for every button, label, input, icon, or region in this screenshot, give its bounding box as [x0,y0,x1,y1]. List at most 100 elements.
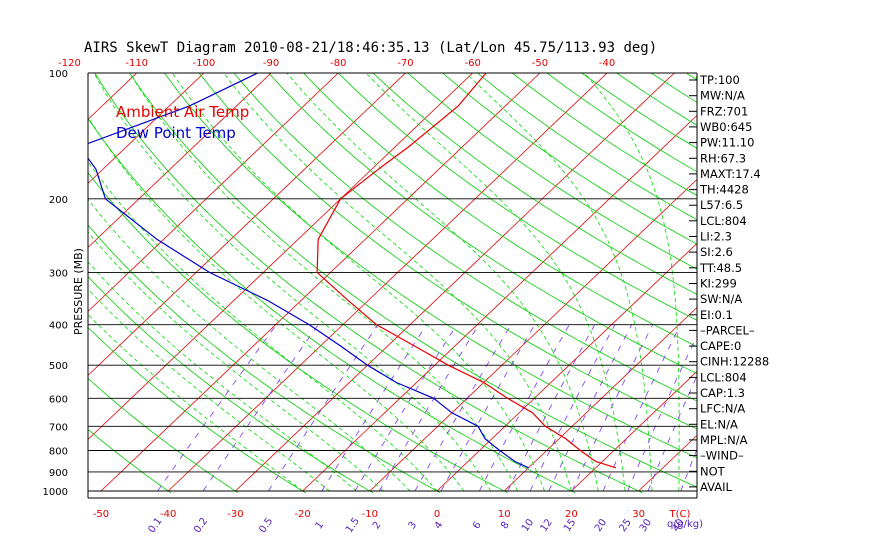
index-label: –PARCEL– [700,323,755,337]
pressure-tick-label: 500 [49,361,68,372]
dry-adiabat-line [756,73,870,493]
top-tick-label: -70 [397,58,413,69]
index-label: KI:299 [700,277,737,291]
mixing-ratio-line [529,324,616,492]
isotherm-line [571,370,697,492]
index-label: SI:2.6 [700,245,733,259]
index-label: LI:2.3 [700,230,732,244]
bottom-tick-label: -30 [227,509,243,520]
isotherm-line [100,73,541,492]
mixing-ratio-line [321,324,427,492]
isotherm-grid [0,73,697,492]
dry-adiabat-line [88,224,441,494]
dew-point-line [88,73,529,469]
index-label: SW:N/A [700,292,742,306]
dry-adiabat-line [303,73,697,348]
index-label: CAP:1.3 [700,386,745,400]
index-label: EL:N/A [700,417,738,431]
moist-adiabat-line [286,73,599,492]
temperature-unit-label: T(C) [669,509,691,520]
index-label: LCL:804 [700,370,747,384]
moist-adiabat-line [93,73,492,492]
index-label: WB0:645 [700,120,752,134]
dry-adiabat-line [129,73,697,488]
moist-adiabat-line [88,160,438,492]
mixing-ratio-tick-label: 1.5 [344,516,362,535]
isotherm-line [0,73,2,491]
index-label: CAPE:0 [700,339,741,353]
plot-frame [87,72,698,499]
legend-dew-point: Dew Point Temp [116,124,236,142]
mixing-ratio-tick-label: 20 [593,517,609,534]
isotherm-line [88,73,272,248]
mixing-ratio-tick-label: 8 [499,520,512,532]
top-tick-label: -90 [263,58,279,69]
dry-adiabat-line [442,73,697,245]
moist-adiabat-line [88,261,357,492]
mixing-ratio-tick-label: 2 [371,520,384,532]
index-label: TP:100 [699,73,740,87]
chart-title: AIRS SkewT Diagram 2010-08-21/18:46:35.1… [84,40,657,56]
mixing-ratio-tick-label: 4 [433,520,446,532]
moist-adiabat-line [171,73,545,492]
bottom-tick-label: 0 [434,509,440,520]
top-tick-label: -120 [58,58,81,69]
bottom-tick-label: 10 [498,509,511,520]
mixing-ratio-line [157,324,277,492]
mixing-ratio-line [602,324,681,492]
dry-adiabat-line [198,73,697,430]
index-label: AVAIL [700,480,733,494]
moist-adiabat-line [88,313,303,492]
top-axis-ticks: -120 -110 -100 -90 -80 -70 -60 -50 -40 [58,58,615,69]
pressure-tick-label: 800 [49,447,68,458]
dry-adiabat-line [88,171,508,494]
dry-adiabat-line [372,73,697,295]
sounding-series [88,73,617,469]
index-label: LFC:N/A [700,402,745,416]
index-label: MPL:N/A [700,433,748,447]
bottom-axis-ticks: -50 -40 -30 -20 -10 0 10 20 30 T(C) [93,509,691,520]
dry-adiabat-line [511,73,697,196]
bottom-tick-label: -50 [93,509,109,520]
dry-adiabat-line [94,73,643,494]
bottom-tick-label: 30 [632,509,645,520]
dry-adiabat-line [268,73,697,374]
index-label: CINH:12288 [700,355,769,369]
mixing-ratio-tick-label: 6 [471,520,484,532]
mixing-ratio-line [507,324,596,492]
index-label: MAXT:17.4 [700,167,761,181]
pressure-ticks: 100 200 300 400 500 600 700 800 900 1000 [43,69,68,498]
bottom-tick-label: -40 [160,509,176,520]
dry-adiabat-line [407,73,697,270]
index-label: RH:67.3 [700,151,746,165]
mixing-ratio-tick-label: 3 [407,520,420,532]
bottom-tick-label: -20 [294,509,310,520]
bottom-tick-label: 20 [565,509,578,520]
dry-adiabat-line [88,117,576,494]
dry-adiabat-line [825,73,870,493]
isotherm-line [235,73,675,492]
index-label: TT:48.5 [699,261,742,275]
mixing-ratio-tick-label: 0.2 [192,516,210,535]
dry-adiabat-line [88,326,306,494]
mixing-ratio-tick-label: 12 [539,517,555,534]
pressure-tick-label: 100 [49,69,68,80]
index-label: PW:11.10 [700,136,754,150]
air-temp-line [316,73,617,469]
isotherm-line [302,114,697,492]
mixing-ratio-tick-label: 10 [520,517,536,534]
pressure-tick-label: 300 [49,268,68,279]
dry-adiabat-line [88,377,239,494]
pressure-tick-label: 1000 [43,487,68,498]
moist-adiabat-line [88,288,330,492]
isotherm-line [503,306,697,492]
mixing-ratio-line [354,324,458,492]
moist-adiabat-grid [88,73,697,492]
mixing-ratio-unit-label: q(g/kg) [667,519,703,530]
isotherm-line [88,73,339,312]
bottom-tick-label: -10 [362,509,378,520]
mixing-ratio-line [202,324,319,492]
moist-adiabat-line [365,73,626,492]
dry-adiabat-line [233,73,697,402]
